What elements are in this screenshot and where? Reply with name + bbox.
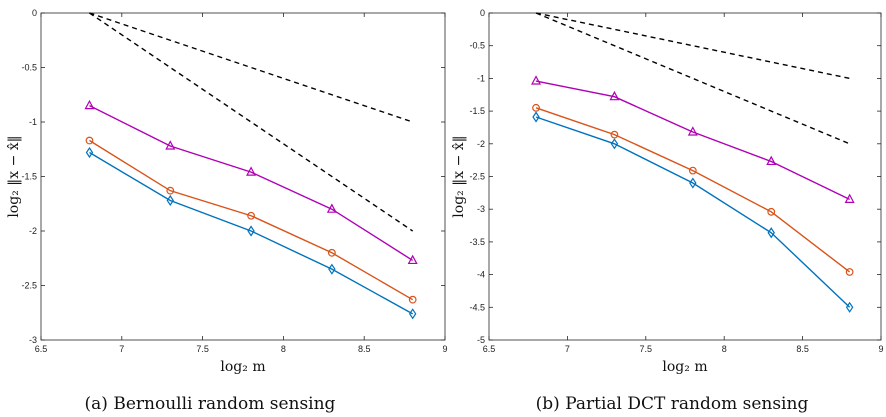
y-axis-label: log₂ ‖x − x̂‖ [451,135,467,217]
y-tick-label: -1.5 [21,172,37,182]
data-point-diamond [767,227,775,239]
x-tick-label: 7.5 [640,344,653,354]
data-point-circle [327,248,336,257]
data-point-triangle [687,126,698,136]
x-tick-label: 8.5 [358,344,371,354]
y-tick-label: -2.5 [21,281,37,291]
data-point-diamond [610,138,619,150]
y-tick-label: -5 [477,335,485,345]
data-point-triangle [326,203,337,213]
x-tick-label: 6.5 [35,344,48,354]
y-tick-label: -3 [477,204,485,214]
y-tick-label: -0.5 [469,41,485,51]
y-tick-label: -2 [29,226,37,236]
data-point-circle [610,130,619,139]
data-point-circle [85,136,94,145]
y-tick-label: -4.5 [469,302,485,312]
data-point-circle [688,166,697,175]
panel-caption: (b) Partial DCT random sensing [536,394,809,414]
x-tick-label: 6.5 [483,344,496,354]
data-point-diamond [408,308,417,320]
x-tick-label: 9 [442,344,447,354]
y-tick-label: -1.5 [469,106,485,116]
data-point-circle [166,186,175,195]
data-point-triangle [407,254,418,265]
reference-line-2 [535,12,850,145]
data-point-triangle [531,75,542,85]
y-tick-label: -3.5 [469,237,485,247]
x-tick-label: 8.5 [796,344,809,354]
series-line-circle [535,107,851,273]
y-tick-label: -3 [29,335,37,345]
data-point-circle [532,103,540,112]
y-tick-label: 0 [480,8,485,18]
data-point-triangle [844,193,855,203]
x-tick-label: 7 [119,344,124,354]
data-point-circle [247,211,255,220]
y-tick-label: -1 [29,117,37,127]
plot-area [488,12,882,341]
data-point-diamond [532,111,540,123]
series-line-diamond [535,116,851,308]
y-tick-label: -2.5 [469,172,485,182]
x-tick-label: 8 [722,344,727,354]
reference-line-2 [89,12,414,232]
data-point-diamond [247,225,255,237]
y-tick-label: -2 [477,139,485,149]
y-tick-label: -0.5 [21,63,37,73]
data-point-circle [845,268,854,276]
x-tick-label: 7.5 [196,344,209,354]
data-point-triangle [246,166,257,176]
x-tick-label: 7 [565,344,570,354]
series-line-triangle [89,105,414,262]
data-point-diamond [328,263,336,275]
panel-caption: (a) Bernoulli random sensing [85,394,336,414]
y-tick-label: -4 [477,270,485,280]
plot-area [40,12,446,341]
chart-bernoulli: 6.5 7 7.5 8 8.5 9 0 -0.5 -1 -1.5 -2 -2.5 -3 log₂ m log… [6,8,448,414]
data-point-triangle [84,99,95,110]
data-point-diamond [85,146,94,159]
chart-partial-dct: 6.5 7 7.5 8 8.5 9 0 -0.5 -1 -1.5 -2 -2.5 -3 -3.5 -4 -4.… [451,8,884,414]
series-line-triangle [535,80,850,201]
data-point-circle [408,295,417,304]
data-point-triangle [609,90,620,101]
series-line-diamond [89,151,414,315]
reference-line-1 [535,12,850,80]
data-point-circle [767,207,776,216]
data-point-diamond [689,177,697,189]
series-line-circle [89,139,414,301]
y-tick-label: 0 [32,8,37,18]
y-tick-label: -1 [477,73,485,83]
data-point-diamond [166,194,175,207]
data-point-triangle [766,155,777,166]
y-axis-label: log₂ ‖x − x̂‖ [6,135,22,217]
x-tick-label: 9 [878,344,883,354]
data-point-diamond [845,301,854,313]
x-axis-label: log₂ m [662,359,707,375]
x-tick-label: 8 [281,344,286,354]
data-point-triangle [165,140,176,150]
x-axis-label: log₂ m [220,359,265,375]
reference-line-1 [89,12,413,123]
